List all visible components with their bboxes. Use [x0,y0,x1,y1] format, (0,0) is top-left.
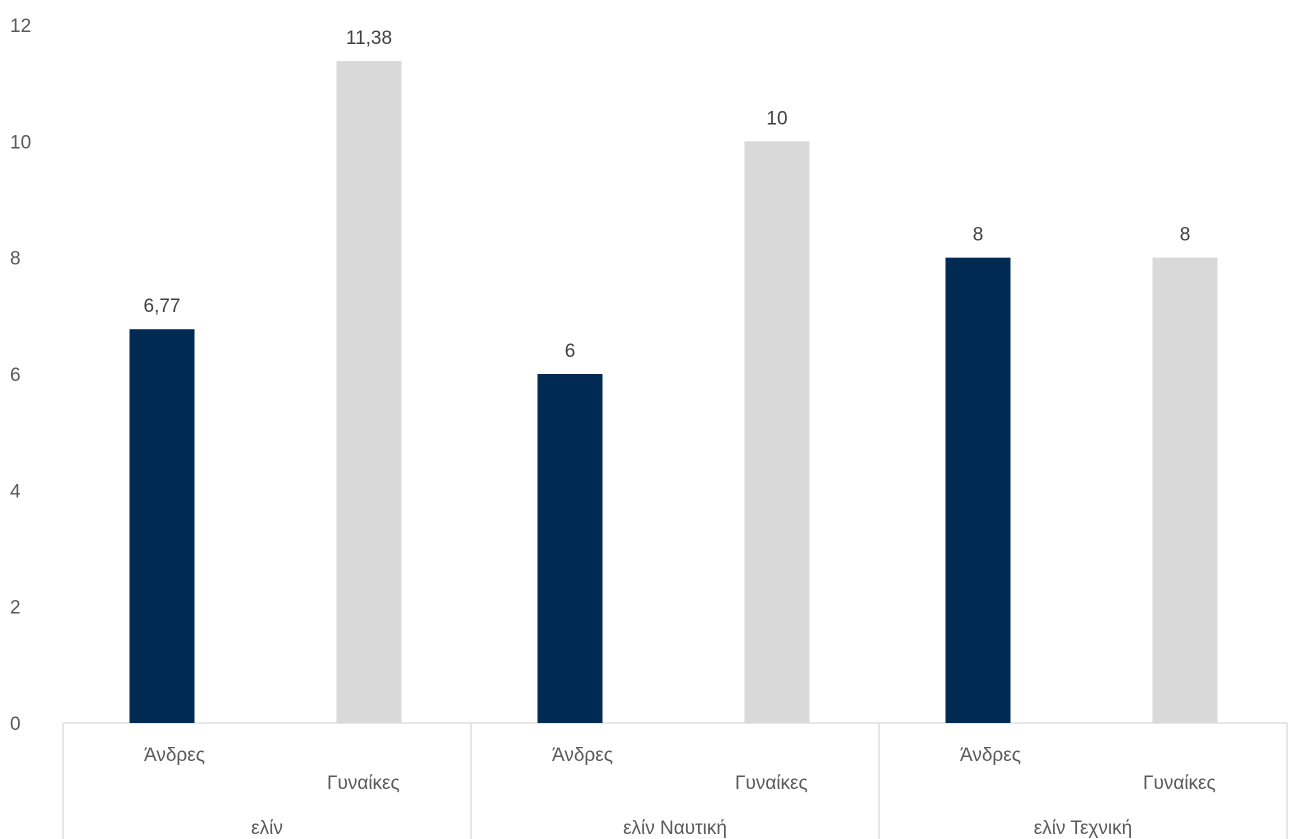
y-tick-label: 4 [10,481,21,502]
bar [336,61,402,723]
x-subcategory-label: Γυναίκες [1143,773,1216,794]
bar [129,329,195,723]
data-label: 8 [973,225,984,246]
bar [537,374,603,723]
data-label: 11,38 [346,28,392,49]
y-tick-label: 2 [10,598,21,619]
data-label: 6 [565,341,576,362]
data-label: 6,77 [144,296,181,317]
x-group-label: ελίν [251,818,283,839]
y-tick-label: 0 [10,714,21,735]
y-tick-label: 8 [10,249,21,270]
y-tick-label: 12 [10,16,31,37]
x-subcategory-label: Άνδρες [144,745,205,766]
x-subcategory-label: Άνδρες [552,745,613,766]
x-group-label: ελίν Τεχνική [1034,818,1132,839]
x-group-label: ελίν Ναυτική [623,818,727,839]
y-tick-label: 6 [10,365,21,386]
bar [1152,257,1218,723]
x-subcategory-label: Γυναίκες [735,773,808,794]
y-tick-label: 10 [10,132,31,153]
x-subcategory-label: Γυναίκες [327,773,400,794]
data-label: 10 [766,108,787,129]
bar [945,257,1011,723]
bar [744,141,810,724]
data-label: 8 [1180,225,1191,246]
x-subcategory-label: Άνδρες [960,745,1021,766]
